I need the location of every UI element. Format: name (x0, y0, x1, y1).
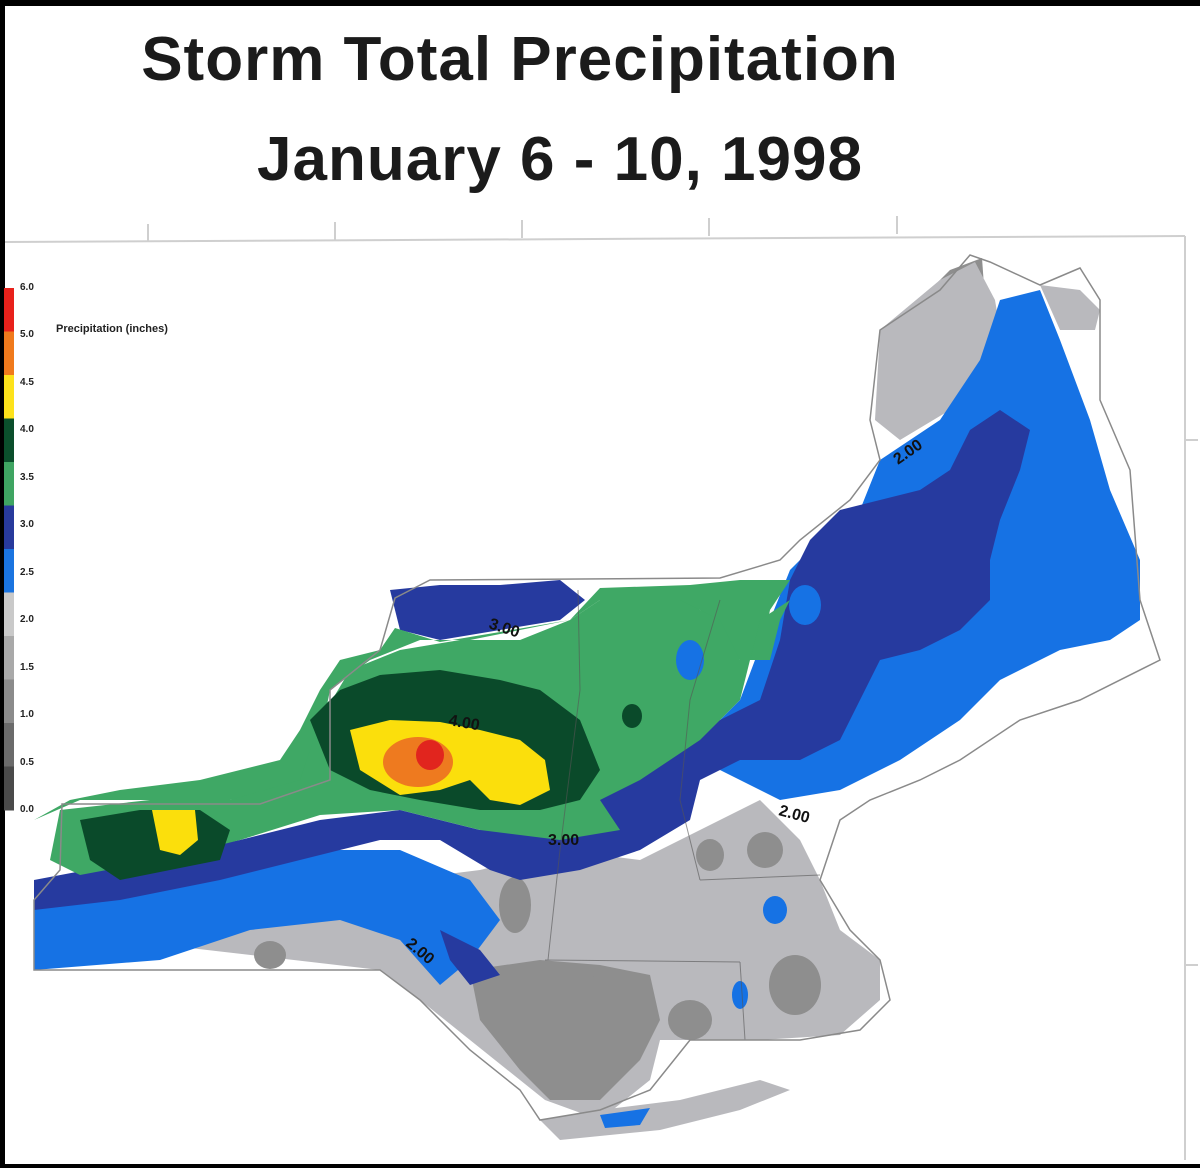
contour-label-3-00-south: 3.00 (548, 832, 579, 849)
map-frame (4, 216, 1198, 1160)
legend-swatch (4, 592, 14, 637)
region-light-green (34, 580, 790, 820)
legend-label: 0.0 (20, 804, 34, 815)
legend-label: 6.0 (20, 282, 34, 293)
contour-label-4-00: 4.00 (447, 712, 481, 734)
legend-swatch (4, 766, 14, 811)
legend-label: 3.0 (20, 519, 34, 531)
region-dark-blue (34, 410, 1030, 985)
legend-label: 3.5 (20, 471, 34, 483)
legend-swatch (4, 375, 14, 419)
region-long-island (540, 1080, 790, 1140)
legend-swatch (4, 636, 14, 680)
legend-swatch (4, 462, 14, 506)
legend-label: 4.0 (20, 424, 34, 436)
region-dark-green-spot (622, 704, 642, 728)
legend-label: 1.5 (20, 661, 34, 673)
legend-color-bar (4, 288, 14, 811)
region-red (416, 740, 444, 770)
region-dark-green (80, 670, 600, 880)
legend-label: 2.0 (20, 614, 34, 626)
legend-label: 4.5 (20, 376, 34, 388)
legend-swatch (4, 505, 14, 550)
legend-swatch (4, 331, 14, 376)
legend-label: 2.5 (20, 566, 34, 578)
state-borders (544, 589, 821, 1041)
legend-label: 5.0 (20, 329, 34, 341)
map-subtitle-date: January 6 - 10, 1998 (257, 125, 863, 194)
legend-label: 1.0 (20, 709, 34, 721)
legend-label: 0.5 (20, 756, 34, 768)
frame-left-border (0, 0, 5, 1168)
legend-swatch (4, 549, 14, 593)
map-title: Storm Total Precipitation (141, 25, 899, 94)
legend-title: Precipitation (inches) (56, 323, 168, 335)
legend-swatch (4, 723, 14, 767)
coastline-outline (33, 254, 1161, 1121)
legend-swatch (4, 679, 14, 724)
legend-swatch (4, 418, 14, 463)
frame-bottom-border (0, 1164, 1200, 1168)
legend-swatch (4, 288, 14, 332)
region-blue-dots (600, 585, 821, 1128)
frame-top-border (0, 0, 1200, 6)
